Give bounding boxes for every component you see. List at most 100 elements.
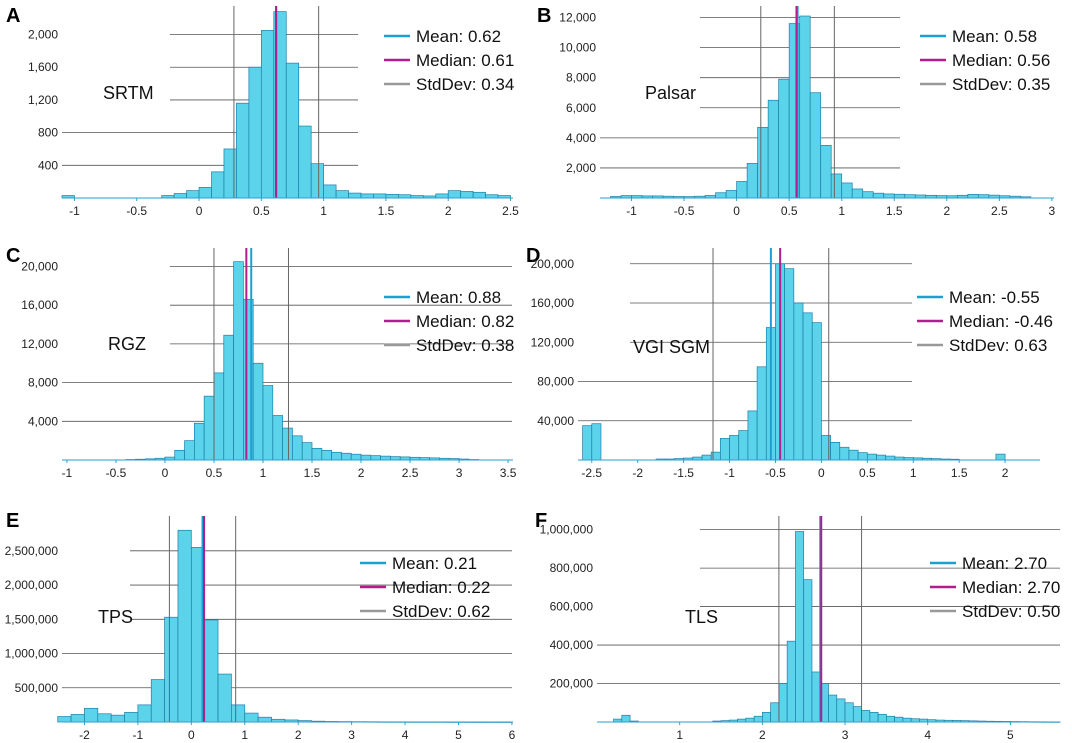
x-tick-label: -1.5 (673, 466, 694, 480)
histogram-bar (747, 410, 758, 461)
x-tick-label: 1 (676, 728, 683, 742)
x-tick-label: -0.5 (126, 204, 147, 218)
histogram-bar (233, 261, 244, 461)
histogram-bar (236, 102, 250, 199)
histogram-bar (211, 171, 225, 199)
legend-entry-median: Median: 0.22 (392, 578, 490, 597)
y-tick-label: 20,000 (21, 260, 58, 274)
histogram-bar (341, 452, 352, 461)
histogram-bar (310, 163, 324, 199)
histogram-bar (793, 302, 804, 461)
x-tick-label: 1 (241, 728, 248, 742)
panel-letter: D (526, 245, 540, 267)
histogram-bar (435, 193, 449, 199)
x-tick-label: 3.5 (500, 466, 517, 480)
x-tick-label: 4 (402, 728, 409, 742)
histogram-bar (756, 366, 767, 461)
histogram-bar (869, 712, 879, 723)
histogram-bar (767, 99, 780, 199)
histogram-bar (252, 362, 264, 461)
histogram-bar (830, 441, 841, 461)
histogram-bar (770, 702, 780, 723)
histogram-bar (311, 448, 323, 461)
x-tick-label: 1 (838, 204, 845, 218)
histogram-bar (173, 193, 187, 199)
legend-entry-mean: Mean: 0.58 (952, 27, 1037, 46)
x-tick-label: 1.5 (304, 466, 321, 480)
histogram-bar (738, 430, 749, 461)
x-tick-label: -1 (626, 204, 637, 218)
histogram-bar (809, 92, 822, 199)
histogram-bar (802, 312, 813, 461)
legend-entry-stddev: StdDev: 0.38 (416, 336, 514, 355)
x-tick-label: -2.5 (581, 466, 602, 480)
x-tick-label: 2.5 (991, 204, 1008, 218)
histogram-bar (745, 717, 755, 723)
legend-entry-stddev: StdDev: 0.50 (962, 602, 1060, 621)
histogram-bar (795, 531, 805, 723)
x-tick-label: 0 (733, 204, 740, 218)
histogram-bar (872, 192, 885, 199)
histogram-bar (967, 194, 979, 199)
y-tick-label: 800 (38, 126, 58, 140)
histogram-bar (460, 191, 474, 199)
histogram-bar (204, 619, 219, 723)
histogram-bar (841, 182, 853, 199)
histogram-bar (231, 704, 246, 723)
histogram-bar (851, 188, 864, 199)
histogram-bar (323, 184, 337, 199)
histogram-bar (778, 78, 790, 199)
histogram-bar (902, 717, 912, 723)
x-tick-label: -1 (69, 204, 80, 218)
panel-letter: C (6, 245, 20, 267)
histogram-bar (298, 125, 312, 199)
histogram-bar (186, 190, 200, 199)
x-tick-label: 1.5 (378, 204, 395, 218)
y-tick-label: 120,000 (531, 335, 575, 349)
legend-entry-mean: Mean: 0.88 (416, 288, 501, 307)
x-tick-label: 1.5 (886, 204, 903, 218)
histogram-bar (762, 712, 771, 723)
histogram-bar (883, 193, 895, 199)
x-tick-label: 1.5 (951, 466, 968, 480)
x-tick-label: 5 (455, 728, 462, 742)
histogram-bar (753, 715, 763, 723)
panel-letter: B (537, 5, 551, 27)
panel-a: A 400 800 1,200 1,600 2,000 -1 -0.5 0 0.5 1 1.5 2 2.5… (6, 5, 519, 218)
histogram-bar (272, 415, 283, 461)
panel-letter: E (6, 510, 19, 532)
histogram-bar (150, 679, 165, 723)
y-tick-label: 12,000 (559, 11, 596, 25)
histogram-bar (360, 454, 372, 461)
histogram-bar (848, 449, 859, 461)
histogram-bar (292, 435, 303, 461)
x-tick-label: 2 (445, 204, 452, 218)
legend-entry-mean: Mean: 2.70 (962, 554, 1047, 573)
legend-entry-stddev: StdDev: 0.34 (416, 75, 514, 94)
x-tick-label: 0 (196, 204, 203, 218)
histogram-bar (799, 15, 811, 199)
dataset-label: Palsar (645, 83, 696, 103)
legend: Mean: -0.55 Median: -0.46 StdDev: 0.63 (917, 288, 1053, 355)
histogram-bar (778, 683, 788, 723)
x-tick-label: 2 (759, 728, 766, 742)
x-tick-label: 2.5 (502, 204, 519, 218)
histogram-bar (124, 712, 139, 723)
y-tick-label: 800,000 (550, 561, 594, 575)
histogram-bar (447, 190, 462, 199)
histogram-bar (390, 456, 401, 461)
x-tick-label: 4 (924, 728, 931, 742)
panel-f: F 200,000 400,000 600,000 800,000 1,000,000 1 2… (535, 510, 1061, 742)
histogram-bar (857, 452, 868, 461)
x-tick-label: -0.5 (765, 466, 786, 480)
y-tick-label: 6,000 (566, 101, 596, 115)
y-tick-label: 10,000 (559, 41, 596, 55)
histogram-bar (621, 714, 631, 723)
histogram-bar (385, 193, 399, 199)
histogram-bar (582, 425, 593, 461)
x-tick-label: 0.5 (781, 204, 798, 218)
y-tick-label: 2,000,000 (5, 578, 59, 592)
x-tick-label: 0.5 (253, 204, 270, 218)
y-tick-label: 200,000 (531, 257, 575, 271)
y-tick-label: 1,000,000 (5, 647, 59, 661)
